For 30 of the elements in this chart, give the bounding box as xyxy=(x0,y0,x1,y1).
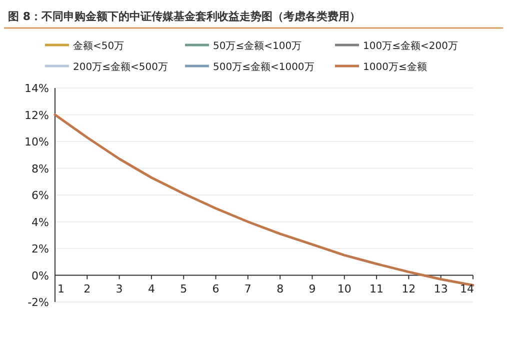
legend-label: 100万≤金额<200万 xyxy=(363,40,458,52)
y-tick-label: 10% xyxy=(24,136,49,148)
x-tick-label: 7 xyxy=(244,282,252,296)
x-tick-label: 2 xyxy=(84,282,91,296)
x-tick-label: 12 xyxy=(402,282,416,296)
y-tick-label: 8% xyxy=(32,162,49,176)
x-tick-label: 11 xyxy=(370,282,384,296)
x-tick-label: 13 xyxy=(434,282,448,296)
y-tick-label: 14% xyxy=(24,82,49,95)
legend-label: 200万≤金额<500万 xyxy=(73,61,168,73)
legend-label: 50万≤金额<100万 xyxy=(213,40,302,52)
x-tick-label: 5 xyxy=(180,282,188,296)
x-tick-label: 3 xyxy=(116,282,123,296)
y-tick-label: 0% xyxy=(32,269,49,282)
y-tick-label: 6% xyxy=(32,189,49,202)
y-tick-label: -2% xyxy=(28,296,49,309)
x-tick-label: 4 xyxy=(148,282,155,296)
y-tick-label: 4% xyxy=(32,216,49,229)
x-tick-label: 1 xyxy=(58,282,64,296)
legend-label: 1000万≤金额 xyxy=(363,61,427,73)
x-tick-label: 10 xyxy=(337,282,352,296)
y-tick-label: 12% xyxy=(24,108,49,122)
x-tick-label: 9 xyxy=(308,282,316,296)
chart-title: 图 8：不同申购金额下的中证传媒基金套利收益走势图（考虑各类费用） xyxy=(8,10,360,23)
legend-label: 金额<50万 xyxy=(73,40,124,52)
y-tick-label: 2% xyxy=(32,242,49,256)
x-tick-label: 14 xyxy=(460,282,474,296)
legend-label: 500万≤金额<1000万 xyxy=(213,61,314,73)
x-tick-label: 8 xyxy=(276,282,284,296)
x-tick-label: 6 xyxy=(212,282,220,296)
